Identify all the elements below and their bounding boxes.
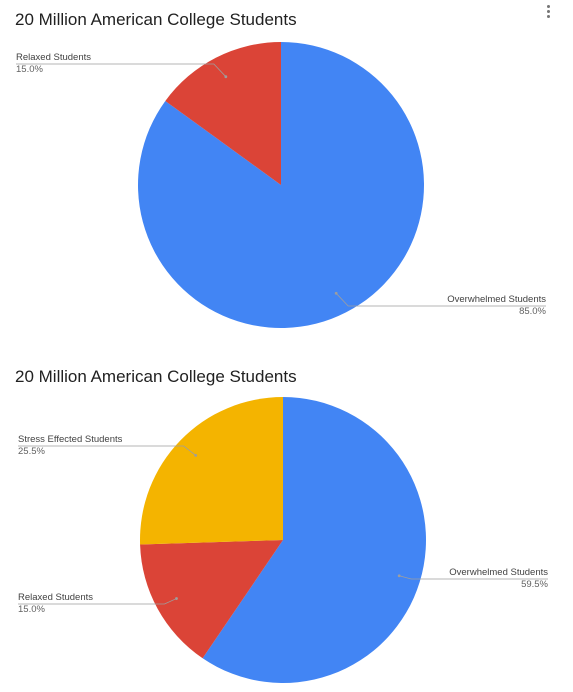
pie-slice-overwhelmed-students[interactable] <box>138 42 425 328</box>
callout-line-overwhelmed-students <box>399 575 548 580</box>
chart-panel-2: Overwhelmed Students 59.5% Relaxed Student… <box>0 345 573 692</box>
slice-label-relaxed-students: Relaxed Students <box>16 52 91 63</box>
callout-line-relaxed-students <box>18 598 177 605</box>
callout-dot-overwhelmed-students <box>397 574 401 578</box>
slice-label-overwhelmed-students: Overwhelmed Students <box>449 567 548 578</box>
chart-title-1: 20 Million American College Students <box>15 10 297 29</box>
slice-percent-relaxed-students: 15.0% <box>18 604 45 615</box>
chart-title-2: 20 Million American College Students <box>15 367 297 386</box>
callout-line-relaxed-students <box>16 63 227 77</box>
pie-slice-relaxed-students[interactable] <box>165 42 281 185</box>
slice-label-relaxed-students: Relaxed Students <box>18 592 93 603</box>
slice-percent-stress-effected-students: 25.5% <box>18 446 45 457</box>
callout-line-stress-effected-students <box>18 445 196 456</box>
slice-percent-relaxed-students: 15.0% <box>16 64 43 75</box>
pie-slice-overwhelmed-students[interactable] <box>202 397 427 683</box>
slice-percent-overwhelmed-students: 85.0% <box>519 306 546 317</box>
pie-slice-relaxed-students[interactable] <box>140 540 283 659</box>
callout-line-overwhelmed-students <box>335 293 546 307</box>
slice-label-stress-effected-students: Stress Effected Students <box>18 434 123 445</box>
pie-slice-stress-effected-students[interactable] <box>139 397 283 545</box>
slice-percent-overwhelmed-students: 59.5% <box>521 579 548 590</box>
chart-panel-1: Overwhelmed Students 85.0% Relaxed Student… <box>0 0 573 345</box>
slice-label-overwhelmed-students: Overwhelmed Students <box>447 294 546 305</box>
more-vert-icon[interactable] <box>544 4 552 22</box>
